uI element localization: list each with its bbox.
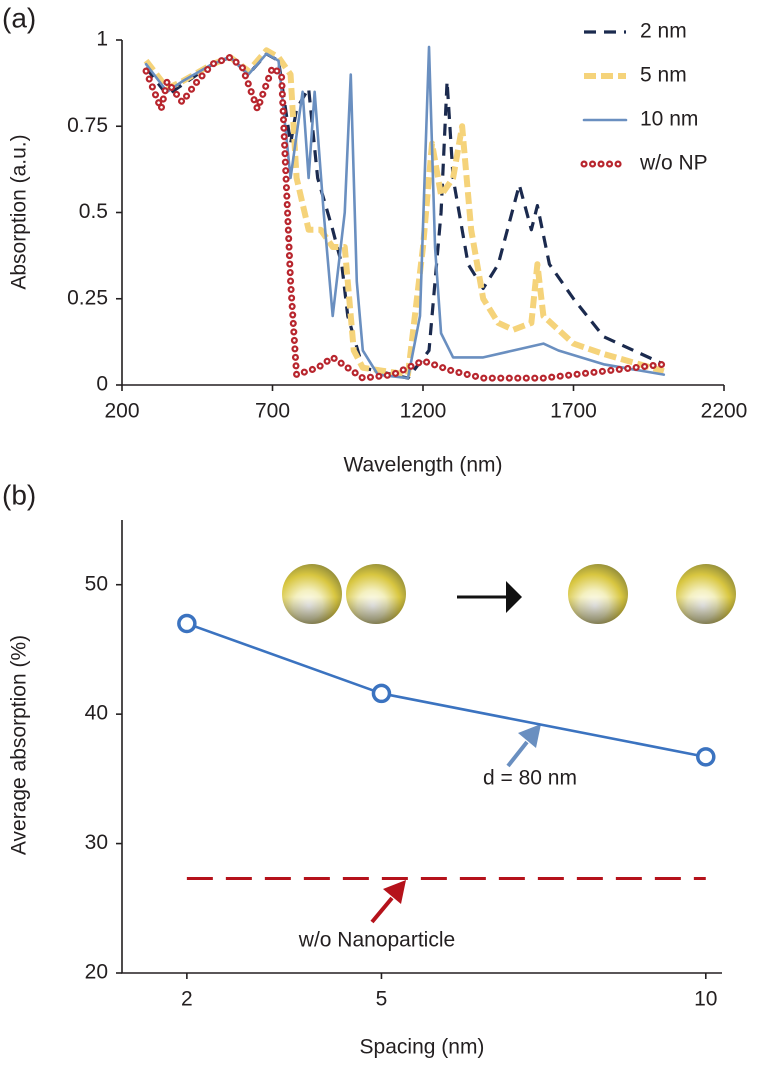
data-point xyxy=(177,613,197,634)
y-tick-label: 0.25 xyxy=(67,286,108,309)
series-line xyxy=(142,53,668,382)
dot-center xyxy=(144,55,666,380)
sphere-shade xyxy=(346,564,406,624)
annotation-arrow xyxy=(506,724,541,768)
y-tick-label: 20 xyxy=(85,961,108,984)
y-tick-label: 0.75 xyxy=(67,114,108,137)
panel-label: (a) xyxy=(2,2,36,33)
x-tick-label: 200 xyxy=(104,400,139,423)
x-tick-label: 5 xyxy=(376,988,388,1011)
x-tick-label: 2 xyxy=(181,988,193,1011)
data-point xyxy=(371,683,392,704)
sphere-shade xyxy=(676,564,736,624)
x-axis-title: Wavelength (nm) xyxy=(343,454,502,477)
y-axis-title: Absorption (a.u.) xyxy=(8,134,31,289)
sphere-shade xyxy=(282,564,342,624)
arrow-head xyxy=(383,880,406,904)
axis-line xyxy=(121,520,722,974)
x-tick-label: 700 xyxy=(255,400,290,423)
arrow-head xyxy=(518,724,541,748)
series-line xyxy=(143,47,665,378)
x-tick-label: 2200 xyxy=(701,400,748,423)
arrow-head xyxy=(506,581,522,613)
annotation-arrow xyxy=(370,880,406,924)
y-axis-title: Average absorption (%) xyxy=(8,635,31,855)
y-tick-label: 0 xyxy=(96,373,108,396)
panel-label: (b) xyxy=(2,479,36,510)
legend-label: w/o NP xyxy=(639,152,708,175)
series-annotation: d = 80 nm xyxy=(483,767,577,790)
series-annotation: w/o Nanoparticle xyxy=(298,929,455,952)
x-tick-label: 1700 xyxy=(550,400,597,423)
x-tick-label: 1200 xyxy=(400,400,447,423)
series-line xyxy=(144,52,665,380)
data-point xyxy=(696,747,716,767)
legend-label: 2 nm xyxy=(640,20,687,43)
sphere-shade xyxy=(568,564,628,624)
x-tick-label: 10 xyxy=(694,988,717,1011)
arrow-shaft xyxy=(506,740,529,768)
nanoparticle-illustration xyxy=(282,564,736,624)
arrow-shaft xyxy=(370,896,394,924)
y-tick-label: 40 xyxy=(85,702,108,725)
series-line xyxy=(185,622,708,759)
legend-label: 5 nm xyxy=(640,64,687,87)
y-tick-label: 50 xyxy=(85,572,108,595)
legend-label: 10 nm xyxy=(640,108,698,131)
x-axis-title: Spacing (nm) xyxy=(360,1036,485,1059)
y-tick-label: 1 xyxy=(96,28,108,51)
y-tick-label: 30 xyxy=(85,831,108,854)
series-line xyxy=(144,45,666,380)
y-tick-label: 0.5 xyxy=(79,200,108,223)
